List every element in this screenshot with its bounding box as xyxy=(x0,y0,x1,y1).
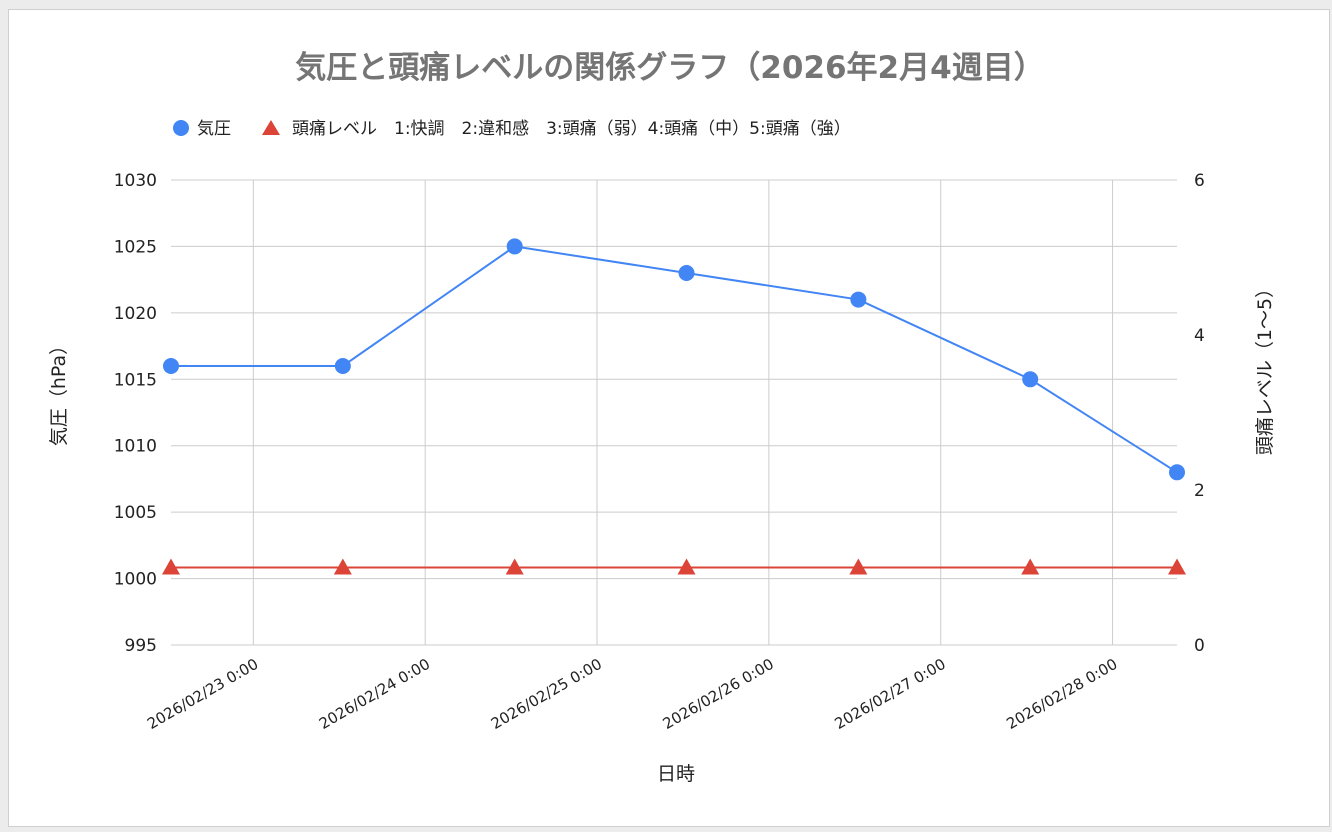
tick-layer: 995 1000 1005 1010 1015 1020 1025 1030 0 2 4 6 2026/… xyxy=(114,171,1205,733)
y-left-tick-label: 1000 xyxy=(114,570,157,590)
x-tick-label: 2026/02/23 0:00 xyxy=(144,655,261,733)
series-line-pressure xyxy=(171,245,1178,474)
y-right-tick-label: 2 xyxy=(1194,481,1205,501)
pressure-point[interactable] xyxy=(1022,371,1039,388)
y-left-tick-label: 1030 xyxy=(114,171,157,191)
pressure-point[interactable] xyxy=(334,358,351,374)
chart-svg: 気圧と頭痛レベルの関係グラフ（2026年2月4週目） 気圧 頭痛レベル 1:快調… xyxy=(48,50,1276,785)
chart-panel: 気圧と頭痛レベルの関係グラフ（2026年2月4週目） 気圧 頭痛レベル 1:快調… xyxy=(8,9,1330,827)
legend-marker-headache xyxy=(262,120,280,135)
legend-marker-pressure xyxy=(173,120,189,136)
x-tick-label: 2026/02/24 0:00 xyxy=(316,655,433,733)
legend-label-headache: 頭痛レベル 1:快調 2:違和感 3:頭痛（弱）4:頭痛（中）5:頭痛（強） xyxy=(292,119,851,139)
x-tick-label: 2026/02/26 0:00 xyxy=(660,655,777,733)
y-left-tick-label: 1005 xyxy=(114,503,157,523)
series-layer xyxy=(162,238,1186,575)
x-tick-label: 2026/02/28 0:00 xyxy=(1003,655,1120,733)
pressure-point[interactable] xyxy=(850,291,867,308)
y-right-tick-label: 4 xyxy=(1194,326,1205,346)
x-tick-label: 2026/02/25 0:00 xyxy=(488,655,605,733)
y-right-axis-title: 頭痛レベル（1〜5） xyxy=(1254,279,1276,455)
y-left-axis-title: 気圧（hPa） xyxy=(48,336,70,446)
pressure-point[interactable] xyxy=(1169,464,1185,481)
y-left-tick-label: 1020 xyxy=(114,304,157,324)
chart-title: 気圧と頭痛レベルの関係グラフ（2026年2月4週目） xyxy=(295,50,1044,86)
y-left-tick-label: 1010 xyxy=(114,437,157,457)
headache-point[interactable] xyxy=(677,558,696,575)
headache-point[interactable] xyxy=(333,558,352,575)
y-left-tick-label: 1025 xyxy=(114,237,157,257)
x-axis-title: 日時 xyxy=(657,763,695,785)
grid-layer xyxy=(171,179,1177,646)
y-left-tick-label: 995 xyxy=(125,636,157,656)
pressure-point[interactable] xyxy=(678,265,695,281)
x-tick-label: 2026/02/27 0:00 xyxy=(832,655,949,733)
headache-point[interactable] xyxy=(1021,558,1040,575)
pressure-point[interactable] xyxy=(506,238,523,255)
headache-point[interactable] xyxy=(162,558,180,575)
legend[interactable]: 気圧 頭痛レベル 1:快調 2:違和感 3:頭痛（弱）4:頭痛（中）5:頭痛（強… xyxy=(173,119,851,139)
y-right-tick-label: 6 xyxy=(1194,171,1205,191)
y-left-tick-label: 1015 xyxy=(114,370,157,390)
y-right-tick-label: 0 xyxy=(1194,636,1205,656)
pressure-point[interactable] xyxy=(163,358,179,374)
headache-point[interactable] xyxy=(1168,558,1186,575)
legend-label-pressure: 気圧 xyxy=(197,119,231,139)
headache-point[interactable] xyxy=(849,558,868,575)
headache-point[interactable] xyxy=(505,558,524,575)
